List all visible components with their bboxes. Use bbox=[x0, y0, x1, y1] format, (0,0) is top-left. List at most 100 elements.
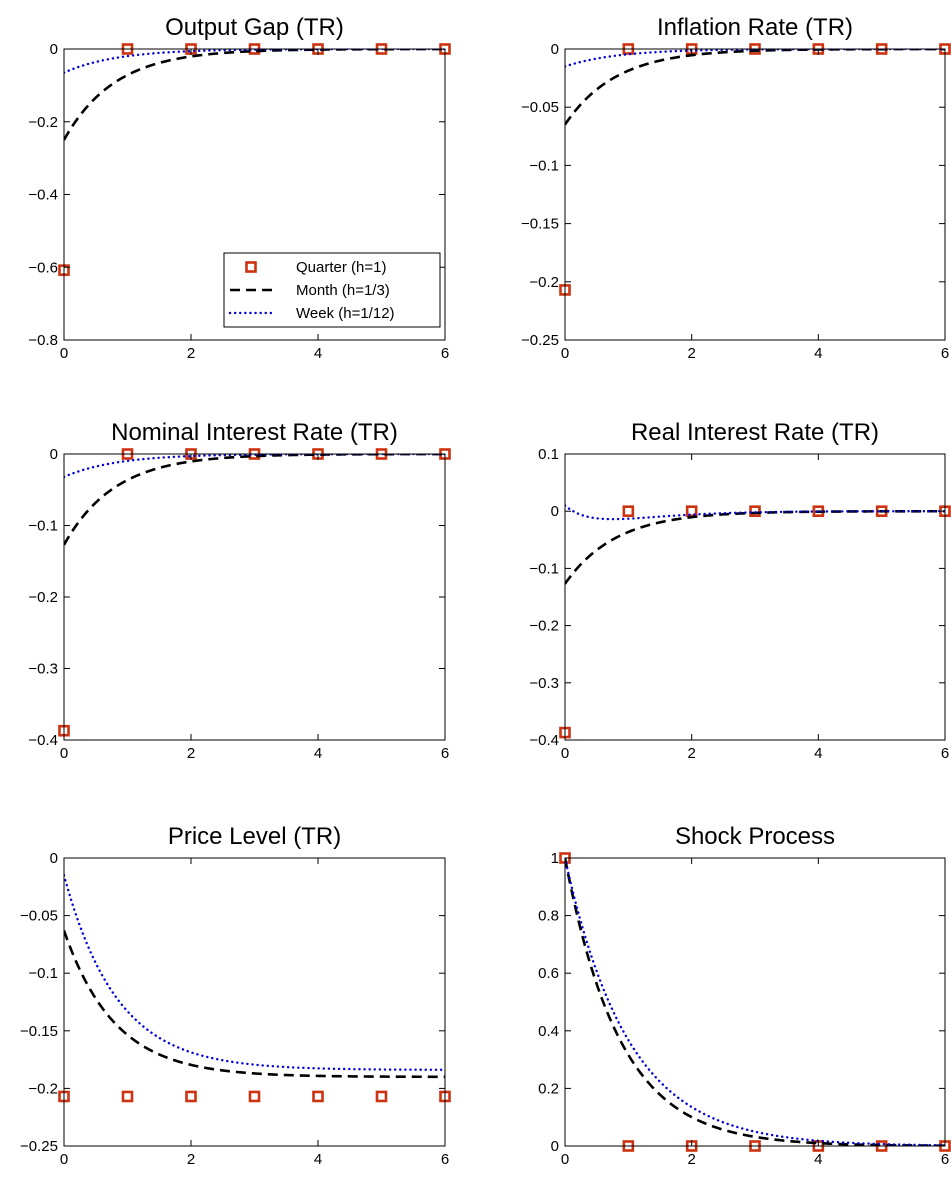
x-tick-label: 0 bbox=[561, 745, 569, 762]
y-tick-label: 0 bbox=[50, 850, 58, 867]
series-quarter-markers bbox=[58, 448, 451, 737]
y-tick-label: 0.6 bbox=[538, 965, 559, 982]
legend-entry-quarter: Quarter (h=1) bbox=[245, 259, 386, 276]
legend-label: Week (h=1/12) bbox=[296, 305, 395, 322]
x-tick-label: 6 bbox=[441, 1151, 449, 1168]
y-tick-label: −0.2 bbox=[28, 1080, 58, 1097]
chart-title: Nominal Interest Rate (TR) bbox=[111, 419, 398, 446]
legend: Quarter (h=1) Month (h=1/3) Week (h=1/12) bbox=[223, 252, 441, 328]
y-tick-label: −0.1 bbox=[28, 965, 58, 982]
x-tick-label: 4 bbox=[814, 1151, 822, 1168]
data-point-quarter bbox=[121, 1090, 134, 1103]
legend-label: Quarter (h=1) bbox=[296, 259, 386, 276]
legend-marker-square bbox=[245, 261, 257, 273]
data-point-quarter bbox=[185, 1090, 197, 1103]
y-tick-label: 0.1 bbox=[538, 446, 559, 463]
x-tick-label: 0 bbox=[60, 345, 68, 362]
axes-box bbox=[564, 48, 946, 341]
data-point-quarter bbox=[375, 1090, 388, 1103]
y-tick-label: −0.4 bbox=[529, 732, 559, 749]
y-tick-label: −0.15 bbox=[20, 1023, 58, 1040]
axes-box bbox=[63, 857, 446, 1147]
y-tick-label: −0.1 bbox=[529, 157, 559, 174]
x-tick-label: 4 bbox=[314, 745, 322, 762]
legend-entry-week: Week (h=1/12) bbox=[228, 305, 395, 322]
legend-box bbox=[223, 252, 441, 328]
x-tick-label: 6 bbox=[941, 345, 949, 362]
data-point-quarter bbox=[685, 505, 698, 518]
legend-label: Month (h=1/3) bbox=[296, 282, 390, 299]
x-tick-label: 4 bbox=[814, 345, 822, 362]
chart-panel-5: Price Level (TR) 0 2 4 6 0 −0.05 −0.1 −0.15 −0.2 −… bbox=[20, 823, 451, 1168]
series-quarter-markers bbox=[58, 1090, 451, 1103]
chart-panel-4: Real Interest Rate (TR) 0 2 4 6 0.1 0 −0.1 −0.2 −… bbox=[529, 419, 951, 762]
y-tick-label: −0.2 bbox=[28, 589, 58, 606]
y-tick-label: 0 bbox=[551, 1138, 559, 1155]
chart-title: Real Interest Rate (TR) bbox=[631, 419, 879, 446]
y-tick-label: −0.6 bbox=[28, 259, 58, 276]
chart-panel-3: Nominal Interest Rate (TR) 0 2 4 6 0 −0.1 −0.2 −… bbox=[28, 419, 451, 762]
data-point-quarter bbox=[248, 1090, 261, 1103]
chart-panel-1: Output Gap (TR) 0 2 4 6 0 −0.2 −0.4 −0.6 −0.8 bbox=[28, 14, 451, 362]
y-tick-label: 0 bbox=[551, 41, 559, 58]
chart-title: Output Gap (TR) bbox=[165, 14, 344, 41]
series-line-month bbox=[565, 49, 945, 126]
y-tick-label: 1 bbox=[551, 850, 559, 867]
x-tick-label: 4 bbox=[314, 345, 322, 362]
series-line-week bbox=[64, 454, 445, 479]
y-tick-label: 0 bbox=[50, 41, 58, 58]
series-line-week bbox=[64, 874, 445, 1072]
axes-box bbox=[564, 857, 946, 1147]
series-line-week bbox=[565, 504, 945, 521]
y-tick-label: 0.2 bbox=[538, 1080, 559, 1097]
y-tick-label: −0.1 bbox=[529, 560, 559, 577]
legend-entry-month: Month (h=1/3) bbox=[230, 282, 390, 299]
x-tick-label: 4 bbox=[814, 745, 822, 762]
series-line-week bbox=[64, 49, 445, 74]
x-tick-label: 6 bbox=[941, 1151, 949, 1168]
y-tick-label: −0.3 bbox=[28, 661, 58, 678]
y-tick-label: −0.05 bbox=[20, 908, 58, 925]
x-tick-label: 0 bbox=[60, 745, 68, 762]
y-tick-label: −0.05 bbox=[521, 99, 559, 116]
y-tick-label: −0.1 bbox=[28, 518, 58, 535]
y-tick-label: −0.15 bbox=[521, 216, 559, 233]
y-tick-label: 0 bbox=[551, 503, 559, 520]
x-tick-label: 6 bbox=[441, 345, 449, 362]
series-line-month bbox=[64, 930, 445, 1079]
series-quarter-markers bbox=[559, 852, 951, 1152]
y-tick-label: −0.2 bbox=[529, 274, 559, 291]
x-tick-label: 2 bbox=[687, 345, 695, 362]
y-tick-label: −0.2 bbox=[529, 618, 559, 635]
x-tick-label: 2 bbox=[687, 745, 695, 762]
x-tick-label: 2 bbox=[187, 1151, 195, 1168]
x-tick-label: 4 bbox=[314, 1151, 322, 1168]
series-line-month bbox=[565, 858, 945, 1146]
x-tick-label: 0 bbox=[60, 1151, 68, 1168]
chart-title: Price Level (TR) bbox=[168, 823, 341, 850]
series-line-month bbox=[64, 49, 445, 141]
data-point-quarter bbox=[749, 505, 761, 518]
series-line-month bbox=[64, 454, 445, 546]
x-tick-label: 0 bbox=[561, 345, 569, 362]
y-tick-label: −0.2 bbox=[28, 114, 58, 131]
y-tick-label: −0.8 bbox=[28, 332, 58, 349]
x-tick-label: 2 bbox=[187, 745, 195, 762]
x-tick-label: 0 bbox=[561, 1151, 569, 1168]
chart-title: Inflation Rate (TR) bbox=[657, 14, 853, 41]
x-tick-label: 6 bbox=[941, 745, 949, 762]
chart-panel-2: Inflation Rate (TR) 0 2 4 6 0 −0.05 −0.1 −0.15 −0… bbox=[521, 14, 951, 362]
y-tick-label: 0.8 bbox=[538, 908, 559, 925]
series-quarter-markers bbox=[559, 505, 951, 739]
y-tick-label: 0.4 bbox=[538, 1023, 559, 1040]
x-tick-label: 2 bbox=[687, 1151, 695, 1168]
data-point-quarter bbox=[312, 1090, 324, 1103]
y-tick-label: −0.3 bbox=[529, 675, 559, 692]
y-tick-label: −0.25 bbox=[20, 1138, 58, 1155]
y-tick-label: −0.25 bbox=[521, 332, 559, 349]
chart-title: Shock Process bbox=[675, 823, 835, 850]
chart-panel-6: Shock Process 0 2 4 6 1 0.8 0.6 0.4 0.2 0 bbox=[538, 823, 951, 1168]
series-line-week bbox=[565, 858, 945, 1146]
series-quarter-markers bbox=[559, 43, 951, 296]
